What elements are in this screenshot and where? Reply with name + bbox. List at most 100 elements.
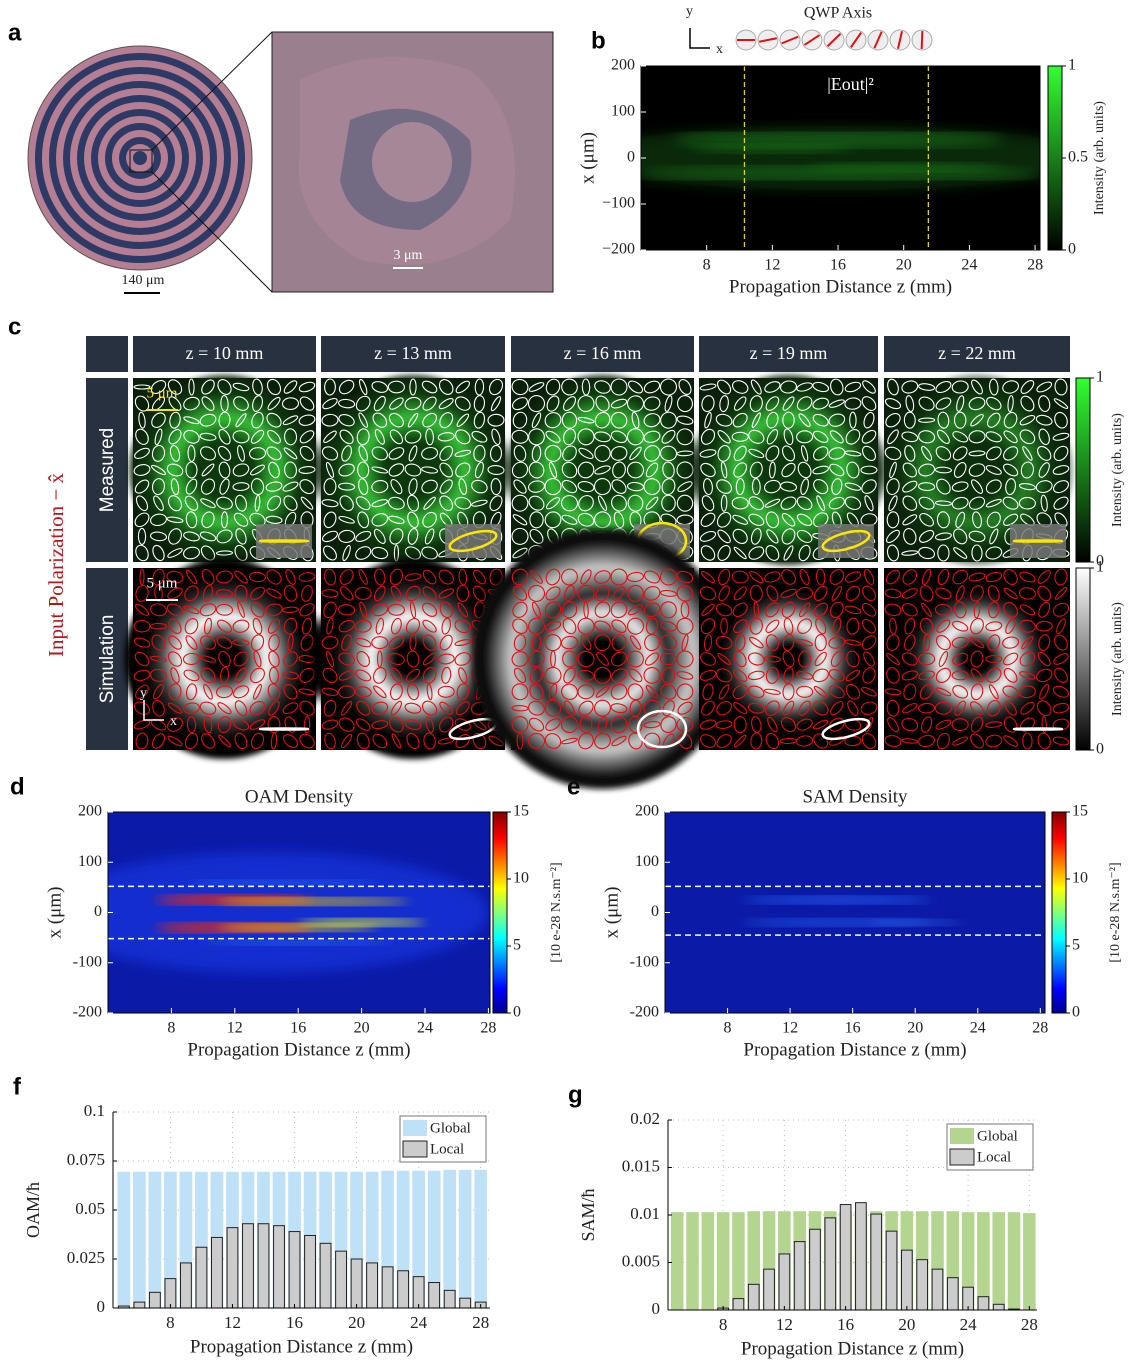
polarization-ellipse [561,378,578,396]
polarization-ellipse [1052,432,1070,441]
polarization-ellipse [577,669,595,681]
polarization-ellipse [611,619,627,634]
polarization-ellipse [845,585,861,602]
polarization-ellipse [936,619,951,633]
colorbar-tick-label: 0 [1072,1004,1080,1021]
colorbar [1047,65,1063,251]
polarization-ellipse [268,634,280,652]
polarization-ellipse [1035,480,1053,494]
polarization-ellipse [1022,732,1033,750]
y-tick-label: -200 [630,1004,659,1021]
polarization-ellipse [861,479,877,494]
polarization-ellipse [902,514,918,526]
bar [195,1246,208,1309]
x-tick-label: 12 [776,1315,793,1334]
polarization-ellipse [409,601,417,619]
polarization-ellipse [796,586,814,600]
colorbar-tick-label: 1 [1068,57,1076,74]
polarization-ellipse [321,589,339,598]
bar [885,1230,898,1311]
polarization-ellipse [183,416,200,425]
polarization-ellipse [268,650,280,668]
polarization-ellipse [676,683,694,701]
polarization-ellipse [513,667,527,684]
header-cell [884,336,1070,372]
polarization-ellipse [1003,587,1018,600]
polarization-ellipse [935,687,952,697]
polarization-ellipse [989,378,999,396]
polarization-ellipse [199,432,217,441]
polarization-ellipse [137,527,147,545]
x-tick-label: 24 [961,257,977,274]
polarization-ellipse [219,478,230,495]
polarization-ellipse [545,718,561,731]
polarization-ellipse [815,568,826,586]
polarization-ellipse [1020,461,1034,479]
polarization-ellipse [643,478,661,496]
polarization-ellipse [252,378,263,396]
polarization-ellipse [139,568,145,586]
polarization-ellipse [628,716,643,734]
y-tick-label: 200 [78,803,102,820]
polarization-ellipse [167,735,183,747]
bar [809,1228,821,1311]
colorbar-tick-label: 15 [1072,803,1088,820]
polarization-ellipse [513,445,527,462]
polarization-ellipse [439,601,453,619]
polarization-ellipse [660,634,677,651]
polarization-ellipse [1054,411,1068,429]
polarization-ellipse [217,716,232,734]
polarization-ellipse [751,478,761,496]
polarization-ellipse [234,732,248,750]
polarization-ellipse [251,411,264,429]
polarization-ellipse [904,634,916,651]
y-tick-label: 0.015 [622,1156,660,1175]
polarization-ellipse [732,514,749,525]
polarization-ellipse [490,396,502,412]
polarization-ellipse [861,687,877,697]
polarization-ellipse [150,655,167,663]
polarization-ellipse [1036,381,1053,393]
y-tick-label: 0.01 [630,1204,660,1223]
polarization-ellipse [578,495,594,512]
polarization-ellipse [701,603,715,616]
polarization-ellipse [561,514,578,525]
polarization-ellipse [441,617,451,635]
polarization-ellipse [700,545,716,561]
polarization-ellipse [511,378,529,396]
polarization-ellipse [439,716,454,733]
bar [242,1223,254,1309]
polarization-ellipse [593,511,612,529]
y-tick-label: 0 [94,903,102,920]
polarization-ellipse [1052,465,1070,475]
polarization-ellipse [265,515,283,524]
polarization-ellipse [235,528,247,545]
polarization-ellipse [581,378,591,396]
polarization-ellipse [861,396,877,412]
polarization-ellipse [779,481,798,492]
polarization-ellipse [511,461,529,479]
bar [288,1231,301,1309]
polarization-ellipse [734,634,746,652]
polarization-ellipse [1037,445,1052,461]
polarization-ellipse [732,412,748,428]
polarization-ellipse [513,634,527,652]
polarization-ellipse [611,634,627,651]
polarization-ellipse [659,568,678,586]
polarization-ellipse [135,428,149,445]
polarization-ellipse [610,716,628,734]
polarization-ellipse [135,732,149,750]
polarization-ellipse [626,617,645,635]
intensity-ring [124,559,325,759]
polarization-ellipse [1052,685,1070,698]
polarization-ellipse [299,396,315,411]
polarization-ellipse [676,570,694,584]
polarization-ellipse [531,412,542,429]
polarization-ellipse [422,634,437,651]
polarization-ellipse [322,397,338,410]
polarization-ellipse [545,568,561,586]
polarization-ellipse [659,589,678,597]
polarization-ellipse [232,619,250,633]
polarization-ellipse [167,495,183,512]
bar [474,1169,488,1308]
